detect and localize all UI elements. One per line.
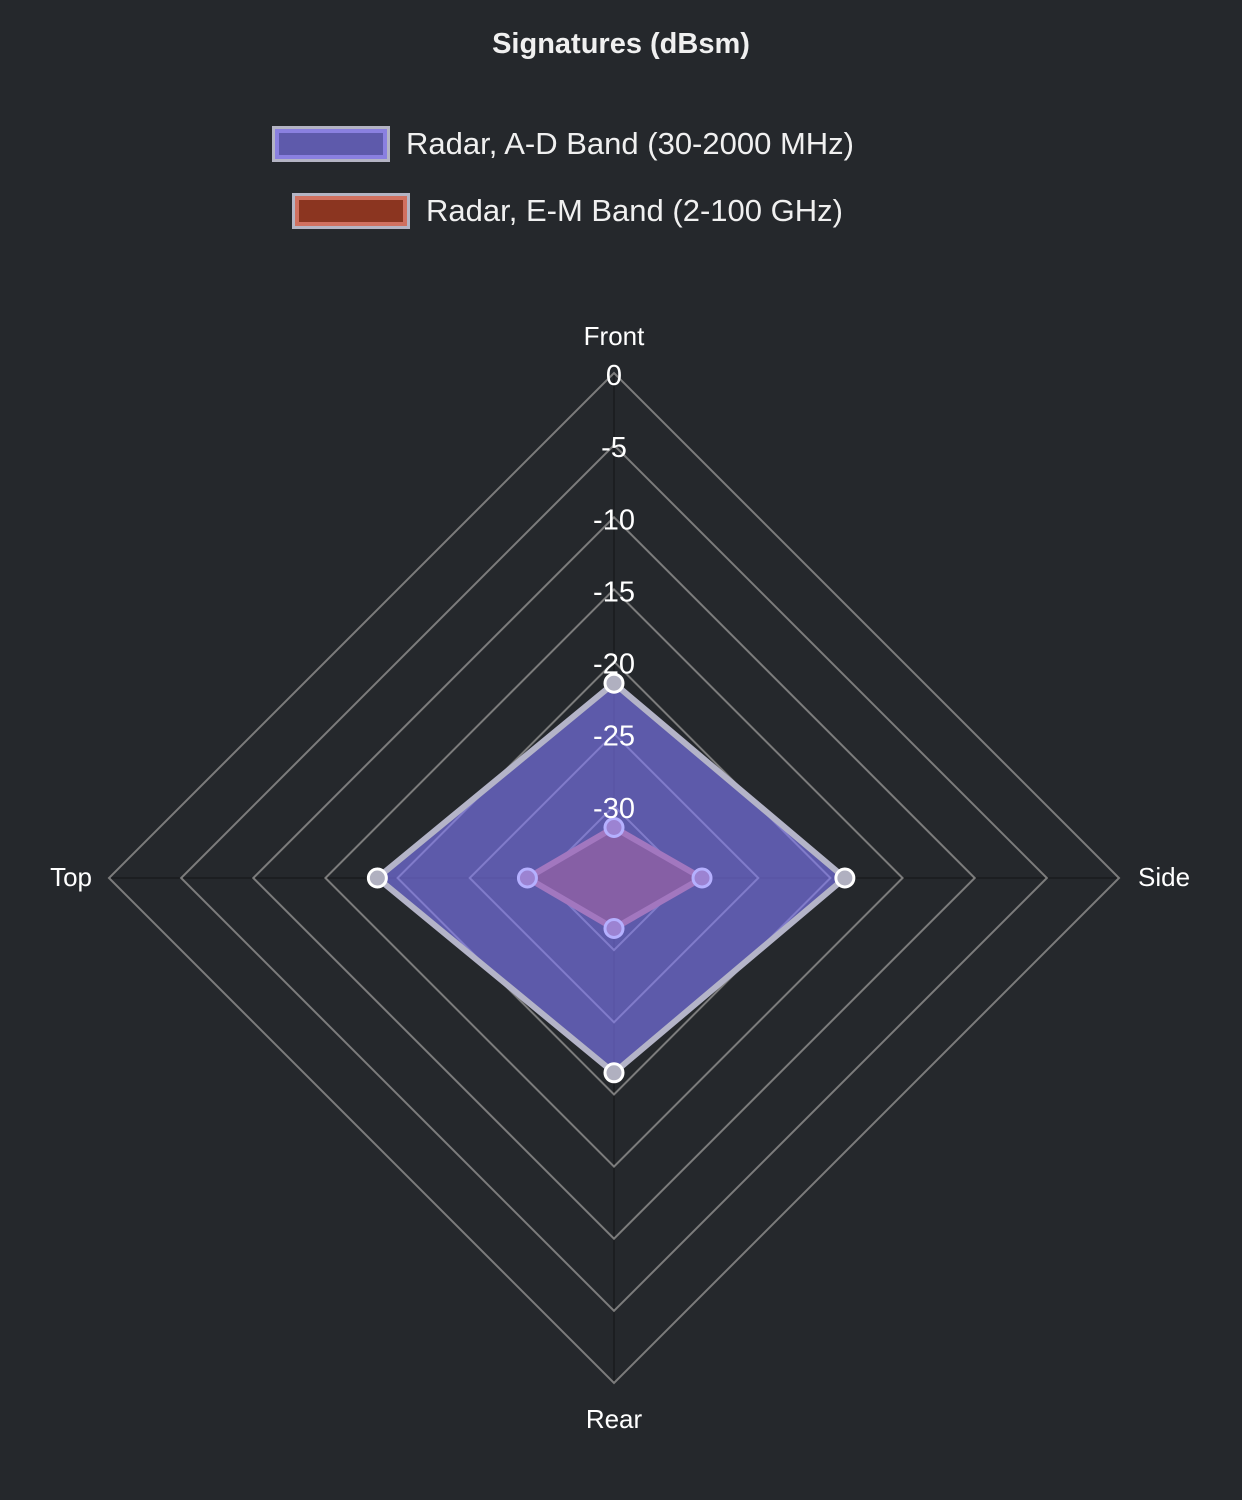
grid-ring: [107, 371, 1121, 1385]
legend-swatch-ad-band: [272, 126, 390, 162]
grid-ring: [251, 515, 977, 1241]
axis-label-front: Front: [584, 321, 645, 351]
data-point-ad-band: [603, 1062, 625, 1084]
axis-label-side: Side: [1138, 862, 1190, 892]
legend-label-em-band: Radar, E-M Band (2-100 GHz): [426, 193, 843, 228]
axis-label-rear: Rear: [586, 1404, 643, 1434]
grid-ring: [324, 588, 904, 1168]
tick-label: -5: [601, 432, 627, 464]
legend-swatch-em-band: [292, 193, 410, 229]
data-point-ad-band: [366, 867, 388, 889]
tick-label: -15: [593, 576, 635, 608]
tick-label: -20: [593, 649, 635, 681]
tick-label: -25: [593, 721, 635, 753]
grid-ring: [179, 443, 1049, 1313]
tick-label: 0: [606, 360, 622, 392]
legend-item-em-band[interactable]: Radar, E-M Band (2-100 GHz): [292, 189, 843, 233]
axis-label-top: Top: [50, 862, 92, 892]
chart-title: Signatures (dBsm): [492, 28, 750, 60]
data-point-ad-band: [603, 672, 625, 694]
tick-label: -10: [593, 504, 635, 536]
legend-item-ad-band[interactable]: Radar, A-D Band (30-2000 MHz): [272, 122, 854, 166]
tick-label: -30: [593, 793, 635, 825]
legend-label-ad-band: Radar, A-D Band (30-2000 MHz): [406, 126, 854, 161]
data-point-ad-band: [834, 867, 856, 889]
